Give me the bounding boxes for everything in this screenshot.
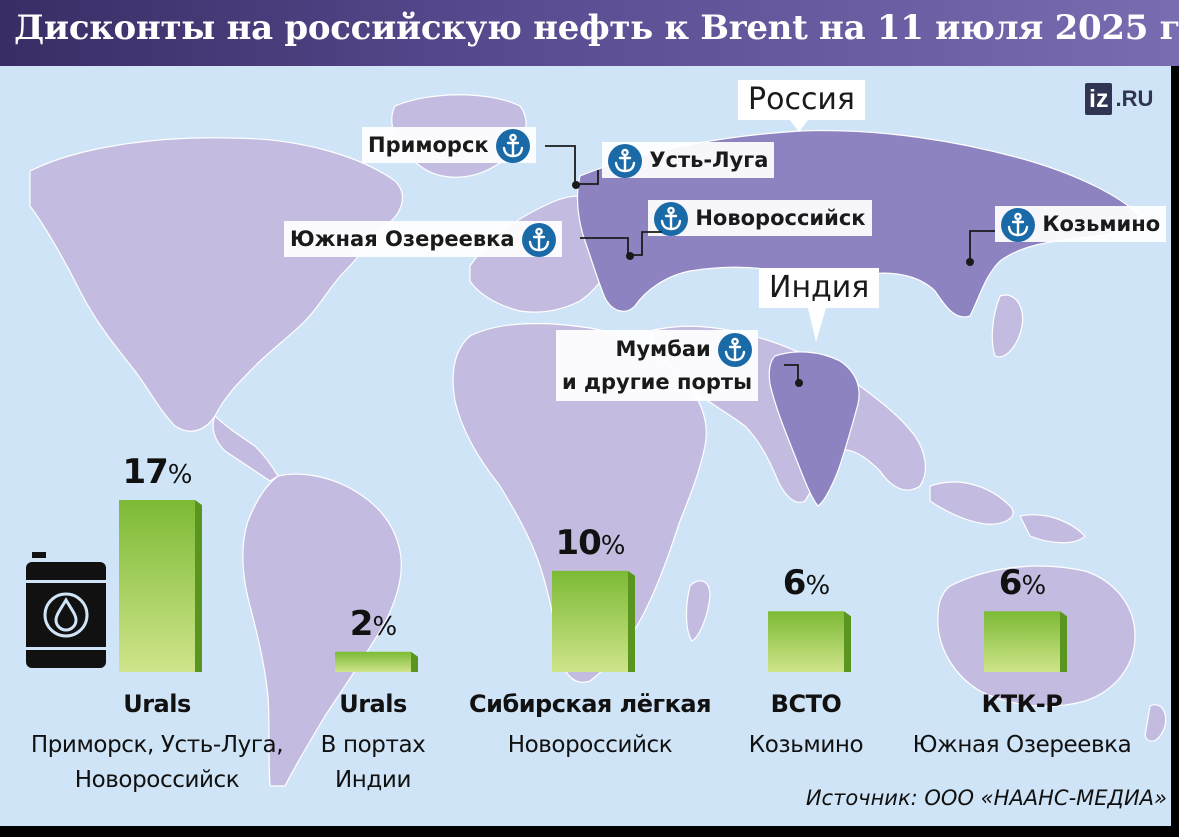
bar-2 (335, 651, 418, 672)
country-label-india: Индия (759, 268, 880, 308)
logo-suffix: .RU (1115, 86, 1154, 111)
category-subtitle: В портах (320, 732, 426, 758)
frame-edge-bottom (0, 826, 1179, 837)
anchor-icon (718, 333, 753, 367)
anchor-icon (495, 129, 530, 163)
category-subtitle: Приморск, Усть-Луга, (30, 732, 284, 758)
category-name: ВСТО (770, 690, 842, 718)
bar-value-label: 2% (349, 603, 397, 644)
category-subtitle: Козьмино (748, 732, 864, 758)
category-name: Urals (339, 690, 407, 718)
port-label-ust-luga: Усть-Луга (602, 142, 775, 178)
port-dot-novorossiysk (626, 252, 634, 260)
chart-title: Дисконты на российскую нефть к Brent на … (14, 8, 1179, 48)
bar-value-label: 6% (782, 563, 830, 604)
port-dot-kozmino (966, 258, 974, 266)
logo: iz .RU (1085, 82, 1153, 116)
bar-3 (552, 570, 635, 672)
port-label-kozmino: Козьмино (995, 206, 1167, 242)
port-label-yuzhnaya-ozereevka: Южная Озереевка (284, 221, 562, 257)
category-subtitle: Новороссийск (74, 767, 240, 793)
category-name: Сибирская лёгкая (469, 690, 711, 718)
frame-edge (1171, 66, 1179, 837)
bar-5 (984, 611, 1067, 672)
port-label-mumbai: Мумбаи и другие порты (556, 330, 759, 401)
anchor-icon (521, 223, 556, 257)
anchor-icon (1001, 208, 1035, 242)
country-label-russia: Россия (738, 80, 865, 120)
anchor-icon (654, 202, 688, 236)
port-dot-mumbai (795, 379, 803, 387)
port-dot-primorsk (572, 181, 580, 189)
port-label-primorsk: Приморск (362, 127, 536, 163)
bar-value-label: 10% (555, 522, 625, 563)
oil-barrel-icon (26, 552, 106, 668)
anchor-icon (608, 144, 642, 178)
bar-value-label: 17% (122, 452, 192, 492)
port-label-novorossiysk: Новороссийск (648, 200, 872, 236)
category-subtitle: Новороссийск (507, 732, 673, 758)
category-name: КТК-Р (981, 690, 1063, 718)
bar-4 (768, 611, 851, 672)
logo-badge: iz (1085, 83, 1113, 115)
category-name: Urals (123, 690, 191, 718)
category-subtitle: Южная Озереевка (912, 732, 1132, 758)
source-note: Источник: ООО «НААНС-МЕДИА» (805, 786, 1167, 810)
bar-value-label: 6% (998, 563, 1046, 604)
bar-1 (119, 500, 202, 672)
category-subtitle: Индии (334, 767, 412, 793)
title-bar: Дисконты на российскую нефть к Brent на … (0, 0, 1179, 66)
